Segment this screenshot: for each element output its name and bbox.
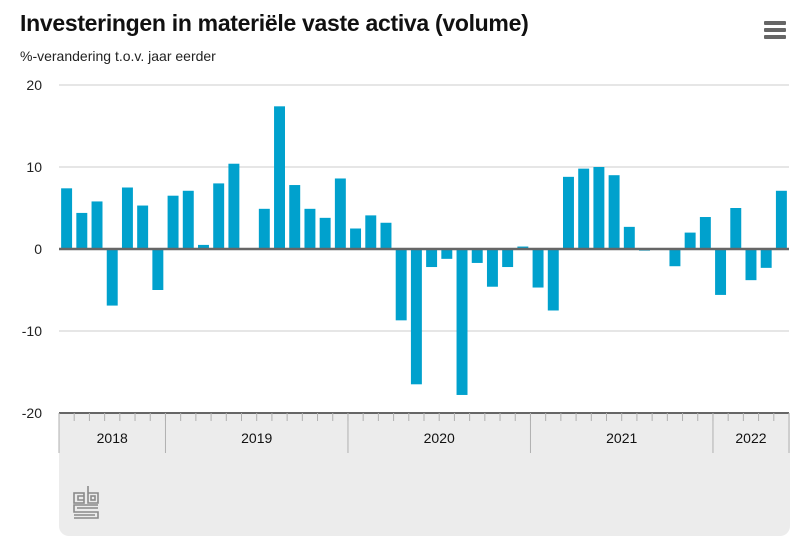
bar-2019-03[interactable] xyxy=(198,244,209,249)
bar-2022-02[interactable] xyxy=(730,208,742,249)
bar-2021-11[interactable] xyxy=(684,232,696,249)
bar-2022-03[interactable] xyxy=(745,249,757,281)
x-year-label: 2020 xyxy=(424,430,455,446)
bar-2018-09[interactable] xyxy=(106,249,118,306)
bar-2021-03[interactable] xyxy=(563,176,574,249)
bar-2020-04[interactable] xyxy=(395,249,407,321)
bar-2021-04[interactable] xyxy=(578,168,590,249)
bar-2019-07[interactable] xyxy=(258,208,270,249)
bar-2021-02[interactable] xyxy=(547,249,559,311)
bar-2020-06[interactable] xyxy=(426,249,438,268)
bar-2021-12[interactable] xyxy=(699,217,711,249)
x-year-label: 2021 xyxy=(606,430,637,446)
bar-2018-11[interactable] xyxy=(137,205,149,249)
bar-2022-04[interactable] xyxy=(760,249,772,268)
bar-2019-11[interactable] xyxy=(319,217,331,249)
bar-2021-05[interactable] xyxy=(593,167,605,249)
bar-2020-05[interactable] xyxy=(410,249,422,385)
bar-2020-03[interactable] xyxy=(380,222,392,249)
bar-2021-10[interactable] xyxy=(669,249,681,267)
chart-footer-panel xyxy=(59,413,790,536)
bar-2020-02[interactable] xyxy=(365,215,377,249)
bar-2018-06[interactable] xyxy=(61,188,73,249)
y-tick-label: 0 xyxy=(34,241,42,257)
bar-2019-09[interactable] xyxy=(289,185,301,249)
bar-2020-11[interactable] xyxy=(502,249,514,268)
bar-2021-07[interactable] xyxy=(623,226,635,249)
bar-2022-01[interactable] xyxy=(715,249,727,295)
cbs-logo-icon xyxy=(73,486,99,519)
y-tick-label: 20 xyxy=(26,77,42,93)
chart-subtitle: %-verandering t.o.v. jaar eerder xyxy=(20,48,216,64)
bar-2019-01[interactable] xyxy=(167,195,179,249)
bar-2018-12[interactable] xyxy=(152,249,164,290)
bar-2020-01[interactable] xyxy=(350,228,362,250)
bar-2021-06[interactable] xyxy=(608,175,620,249)
bar-2021-01[interactable] xyxy=(532,249,544,288)
bar-2019-05[interactable] xyxy=(228,163,240,249)
bar-2019-12[interactable] xyxy=(334,178,346,249)
x-year-label: 2019 xyxy=(241,430,272,446)
y-tick-label: -20 xyxy=(22,405,42,421)
x-year-label: 2018 xyxy=(97,430,128,446)
x-year-label: 2022 xyxy=(735,430,766,446)
bar-2022-05[interactable] xyxy=(775,190,787,249)
bar-2019-02[interactable] xyxy=(182,190,194,249)
bar-2019-04[interactable] xyxy=(213,183,225,249)
bar-2018-08[interactable] xyxy=(91,201,103,249)
chart-title: Investeringen in materiële vaste activa … xyxy=(20,10,529,36)
bar-2020-07[interactable] xyxy=(441,249,453,259)
bar-2019-10[interactable] xyxy=(304,208,316,249)
bar-2020-08[interactable] xyxy=(456,249,468,395)
chart-menu-button[interactable] xyxy=(760,18,790,42)
bar-2020-10[interactable] xyxy=(486,249,498,287)
y-tick-label: 10 xyxy=(26,159,42,175)
bar-2019-08[interactable] xyxy=(274,106,285,249)
bar-2020-09[interactable] xyxy=(471,249,483,263)
bar-2018-07[interactable] xyxy=(76,212,88,249)
bar-2018-10[interactable] xyxy=(121,187,133,250)
y-tick-label: -10 xyxy=(22,323,42,339)
